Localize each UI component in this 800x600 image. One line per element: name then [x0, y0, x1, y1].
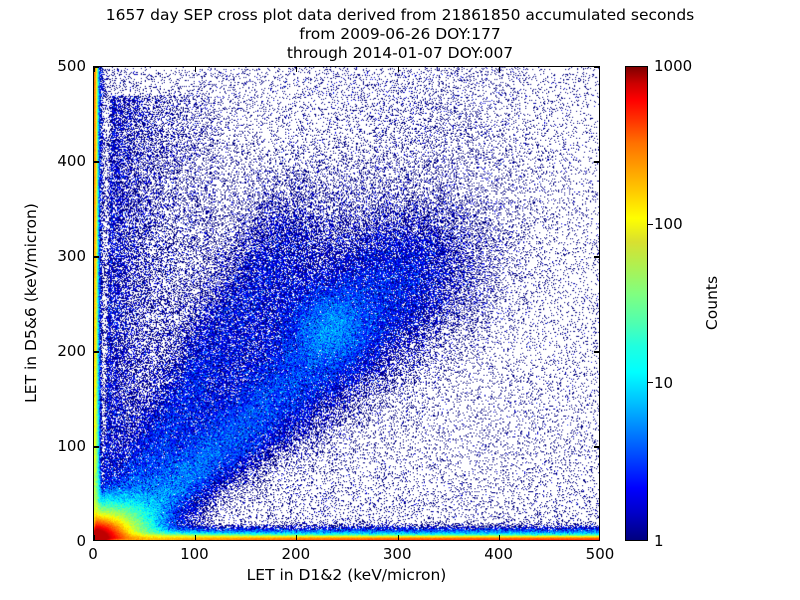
colorbar-tick-label-10: 10	[654, 373, 674, 392]
title-line-2: from 2009-06-26 DOY:177	[299, 25, 501, 43]
y-tick-right-100	[594, 446, 599, 448]
y-tick-label-400: 400	[57, 152, 86, 170]
x-tick-top-100	[194, 67, 196, 72]
x-tick-label-200: 200	[281, 545, 311, 563]
y-tick-label-100: 100	[57, 437, 86, 455]
y-tick-right-400	[594, 161, 599, 163]
x-tick-label-500: 500	[585, 545, 615, 563]
colorbar-tick-label-1000: 1000	[654, 57, 693, 75]
x-tick-top-0	[94, 67, 95, 72]
x-tick-top-300	[397, 67, 399, 72]
x-tick-label-100: 100	[180, 545, 209, 563]
title-line-3: through 2014-01-07 DOY:007	[286, 44, 514, 62]
y-tick-right-500	[594, 67, 599, 68]
y-tick-left-200	[94, 351, 99, 353]
y-tick-left-400	[94, 161, 99, 163]
y-tick-left-100	[94, 446, 99, 448]
y-tick-right-300	[594, 256, 599, 258]
colorbar-tick-10	[648, 382, 653, 384]
y-tick-label-200: 200	[57, 342, 86, 360]
scatter-density-canvas	[94, 67, 599, 540]
x-tick-label-400: 400	[484, 545, 513, 563]
x-tick-bottom-200	[296, 535, 298, 540]
x-tick-label-300: 300	[382, 545, 412, 563]
chart-title: 1657 day SEP cross plot data derived fro…	[0, 6, 800, 63]
x-tick-bottom-400	[499, 535, 501, 540]
y-tick-label-300: 300	[57, 247, 86, 265]
colorbar-tick-label-100: 100	[654, 215, 683, 234]
x-tick-top-200	[296, 67, 298, 72]
y-axis-label: LET in D5&6 (keV/micron)	[22, 203, 40, 403]
x-tick-label-0: 0	[88, 545, 98, 563]
y-tick-left-500	[94, 67, 99, 68]
y-tick-label-500: 500	[57, 57, 86, 75]
x-tick-bottom-100	[194, 535, 196, 540]
x-tick-top-400	[499, 67, 501, 72]
colorbar-tick-100	[648, 223, 653, 225]
colorbar-gradient	[625, 66, 648, 541]
plot-area	[93, 66, 600, 541]
colorbar-tick-label-1: 1	[654, 532, 664, 550]
x-tick-bottom-300	[397, 535, 399, 540]
title-line-1: 1657 day SEP cross plot data derived fro…	[105, 6, 695, 24]
y-tick-left-300	[94, 256, 99, 258]
x-tick-bottom-0	[94, 535, 95, 540]
y-tick-label-0: 0	[76, 532, 86, 550]
colorbar-label: Counts	[703, 275, 721, 331]
x-axis-label: LET in D1&2 (keV/micron)	[246, 566, 447, 584]
y-tick-right-200	[594, 351, 599, 353]
